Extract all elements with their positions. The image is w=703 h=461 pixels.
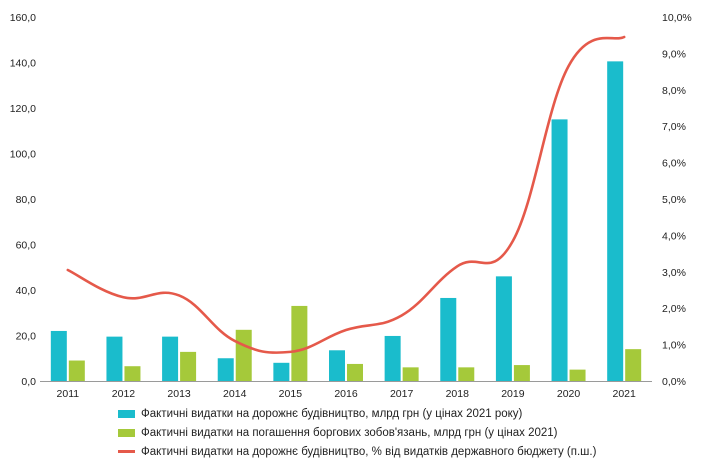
x-tick-label: 2021 — [613, 388, 637, 400]
x-tick-label: 2014 — [223, 388, 247, 400]
right-y-axis: 0,0% 1,0% 2,0% 3,0% 4,0% 5,0% 6,0% 7,0% 8,0% 9,0%… — [662, 12, 692, 388]
legend-label: Фактичні видатки на дорожнє будівництво,… — [141, 446, 596, 458]
legend: Фактичні видатки на дорожнє будівництво,… — [118, 404, 703, 461]
left-tick-label: 80,0 — [16, 194, 37, 206]
bar-debt-repayment — [180, 352, 196, 381]
bar-debt-repayment — [124, 366, 140, 381]
bar-road-construction — [440, 298, 456, 381]
bar-road-construction — [218, 358, 234, 381]
bar-debt-repayment — [403, 367, 419, 381]
right-tick-label: 9,0% — [662, 48, 686, 60]
left-tick-label: 100,0 — [10, 149, 36, 161]
right-tick-label: 6,0% — [662, 158, 686, 170]
x-tick-label: 2020 — [557, 388, 581, 400]
left-tick-label: 0,0 — [21, 376, 36, 388]
x-tick-label: 2016 — [334, 388, 358, 400]
bar-debt-repayment — [69, 361, 85, 381]
bar-road-construction — [496, 276, 512, 381]
left-tick-label: 20,0 — [16, 331, 37, 343]
left-tick-label: 140,0 — [10, 58, 36, 70]
bar-road-construction — [607, 61, 623, 381]
legend-label: Фактичні видатки на дорожнє будівництво,… — [141, 408, 522, 420]
legend-swatch-green — [118, 429, 135, 437]
bar-debt-repayment — [347, 364, 363, 381]
left-y-axis: 0,0 20,0 40,0 60,0 80,0 100,0 120,0 140,0 160,0 — [10, 12, 36, 388]
legend-item-debt-repayment: Фактичні видатки на погашення боргових з… — [118, 423, 703, 442]
x-tick-label: 2018 — [446, 388, 470, 400]
bar-debt-repayment — [625, 349, 641, 381]
bar-debt-repayment — [514, 365, 530, 381]
legend-swatch-teal — [118, 410, 135, 418]
bar-road-construction — [106, 337, 122, 381]
right-tick-label: 10,0% — [662, 12, 692, 24]
legend-item-road-construction: Фактичні видатки на дорожнє будівництво,… — [118, 404, 703, 423]
line-series — [68, 37, 624, 353]
x-tick-label: 2013 — [167, 388, 191, 400]
bar-road-construction — [329, 350, 345, 381]
bar-road-construction — [552, 119, 568, 381]
bar-road-construction — [162, 337, 178, 381]
bar-debt-repayment — [236, 330, 252, 381]
bar-debt-repayment — [570, 370, 586, 381]
right-tick-label: 2,0% — [662, 303, 686, 315]
x-tick-label: 2015 — [279, 388, 303, 400]
left-tick-label: 60,0 — [16, 240, 37, 252]
left-tick-label: 40,0 — [16, 285, 37, 297]
legend-label: Фактичні видатки на погашення боргових з… — [141, 427, 558, 439]
right-tick-label: 1,0% — [662, 340, 686, 352]
x-axis: 2011 2012 2013 2014 2015 2016 2017 2018 2019 2020… — [40, 382, 652, 401]
right-tick-label: 3,0% — [662, 267, 686, 279]
bar-debt-repayment — [291, 306, 307, 381]
left-tick-label: 120,0 — [10, 103, 36, 115]
right-tick-label: 4,0% — [662, 230, 686, 242]
right-tick-label: 8,0% — [662, 85, 686, 97]
bar-road-construction — [385, 336, 401, 381]
bar-road-construction — [51, 331, 67, 381]
right-tick-label: 0,0% — [662, 376, 686, 388]
right-tick-label: 7,0% — [662, 121, 686, 133]
legend-item-budget-share: Фактичні видатки на дорожнє будівництво,… — [118, 442, 703, 461]
line-budget-share — [68, 37, 624, 353]
left-tick-label: 160,0 — [10, 12, 36, 24]
x-tick-label: 2011 — [57, 388, 80, 400]
x-tick-label: 2017 — [390, 388, 414, 400]
legend-swatch-red-line — [118, 450, 135, 453]
x-tick-label: 2019 — [501, 388, 525, 400]
bar-road-construction — [273, 363, 289, 381]
right-tick-label: 5,0% — [662, 194, 686, 206]
x-tick-label: 2012 — [112, 388, 136, 400]
bar-debt-repayment — [458, 367, 474, 381]
